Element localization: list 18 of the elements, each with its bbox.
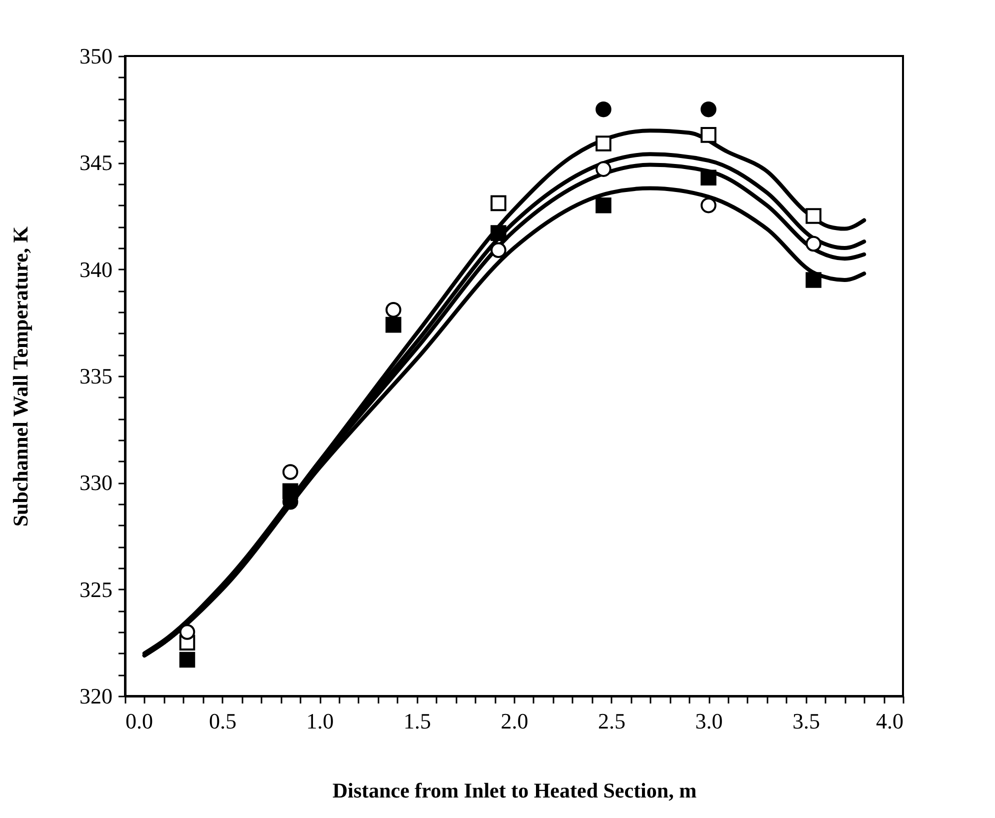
y-tick-label: 320 [80, 684, 112, 708]
x-tick-label: 1.0 [306, 708, 334, 734]
y-tick-label: 350 [80, 44, 112, 68]
y-tick-label: 325 [80, 576, 112, 602]
y-tick-label: 345 [80, 150, 112, 176]
y-tick-label: 340 [80, 256, 112, 282]
x-tick-label: 1.5 [404, 708, 431, 734]
x-tick-label: 0.5 [209, 708, 236, 734]
x-tick-label: 3.5 [792, 708, 820, 734]
y-tick-label: 330 [80, 470, 112, 496]
x-axis-title: Distance from Inlet to Heated Section, m [332, 778, 698, 802]
x-tick-label: 4.0 [876, 708, 904, 734]
x-tick-label: 2.5 [598, 708, 626, 734]
y-tick-label: 335 [80, 364, 112, 388]
x-tick-label: 3.0 [695, 708, 723, 734]
y-axis-title: Subchannel Wall Temperature, K [8, 226, 32, 527]
x-tick-label: 2.0 [500, 708, 528, 734]
x-tick-label: 0.0 [126, 708, 153, 734]
